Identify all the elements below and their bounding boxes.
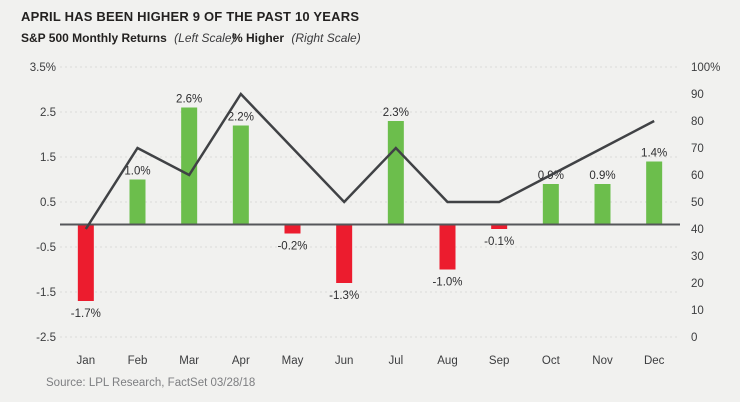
right-axis-tick-label: 50 [691,197,704,209]
month-label: Feb [128,355,148,367]
month-label: Mar [179,355,199,367]
month-label: Jul [388,355,403,367]
right-axis-tick-label: 90 [691,89,704,101]
bar-value-label: -1.0% [432,277,462,289]
right-axis-tick-label: 30 [691,251,704,263]
bar-positive [181,107,198,225]
bar-series [77,107,663,301]
bar-value-label: 0.9% [589,170,615,182]
bar-value-label: -1.7% [71,308,101,320]
percent-higher-line [84,91,655,230]
left-axis-tick-label: 1.5 [40,152,56,164]
gridlines [60,66,680,338]
bar-positive [129,179,146,225]
chart-legend: S&P 500 Monthly Returns (Left Scale) % H… [0,31,740,47]
left-axis-tick-label: -0.5 [36,242,56,254]
right-axis-tick-label: 10 [691,305,704,317]
right-axis-tick-label: 80 [691,116,704,128]
bar-value-labels: -1.7% 1.0% 2.6% 2.2% -0.2% -1.3% 2.3% -1.0% -0.1… [71,94,667,321]
right-axis-tick-label: 40 [691,224,704,236]
month-label: Nov [592,355,613,367]
right-axis-tick-label: 70 [691,143,704,155]
month-label: Apr [232,355,250,367]
right-axis-tick-label: 20 [691,278,704,290]
month-label: May [282,355,304,367]
bar-negative [77,224,94,301]
bar-value-label: 2.6% [176,94,202,106]
month-label: Oct [542,355,561,367]
right-axis-tick-label: 0 [691,332,697,344]
left-axis-tick-label: -1.5 [36,287,56,299]
bar-positive [232,125,249,225]
month-label: Dec [644,355,665,367]
left-axis-tick-label: 0.5 [40,197,56,209]
left-axis-tick-label: 3.5% [30,62,56,74]
bar-positive [387,121,404,225]
month-label: Jan [77,355,96,367]
bar-negative [284,224,301,234]
left-axis-labels: 3.5% 2.5 1.5 0.5 -0.5 -1.5 -2.5 [30,62,56,344]
bar-positive [594,184,611,225]
left-axis-tick-label: 2.5 [40,107,56,119]
month-labels: Jan Feb Mar Apr May Jun Jul Aug Sep Oct Nov Dec [77,355,665,367]
bar-value-label: -1.3% [329,290,359,302]
bar-value-label: 2.3% [383,107,409,119]
month-label: Aug [437,355,457,367]
bar-negative [336,224,353,283]
bar-positive [646,161,663,225]
bar-value-label: 1.4% [641,148,667,160]
right-axis-labels: 100% 90 80 70 60 50 40 30 20 10 0 [691,62,720,344]
legend-bars-label: S&P 500 Monthly Returns [21,31,167,45]
month-label: Sep [489,355,509,367]
bar-value-label: -0.1% [484,236,514,248]
legend-item-line: % Higher (Right Scale) [232,31,361,45]
chart-title: APRIL HAS BEEN HIGHER 9 OF THE PAST 10 Y… [21,9,360,24]
bar-negative [439,224,456,270]
bar-value-label: 2.2% [228,112,254,124]
bar-value-label: -0.2% [277,241,307,253]
legend-bars-scale-note: (Left Scale) [174,31,236,45]
legend-line-label: % Higher [232,31,285,45]
right-axis-tick-label: 100% [691,62,720,74]
bar-positive [542,184,559,225]
legend-item-bars: S&P 500 Monthly Returns (Left Scale) [21,31,236,45]
right-axis-tick-label: 60 [691,170,704,182]
bar-negative [491,224,508,229]
source-note: Source: LPL Research, FactSet 03/28/18 [46,377,256,389]
legend-line-scale-note: (Right Scale) [291,31,361,45]
left-axis-tick-label: -2.5 [36,332,56,344]
month-label: Jun [335,355,354,367]
bar-value-label: 1.0% [124,166,150,178]
